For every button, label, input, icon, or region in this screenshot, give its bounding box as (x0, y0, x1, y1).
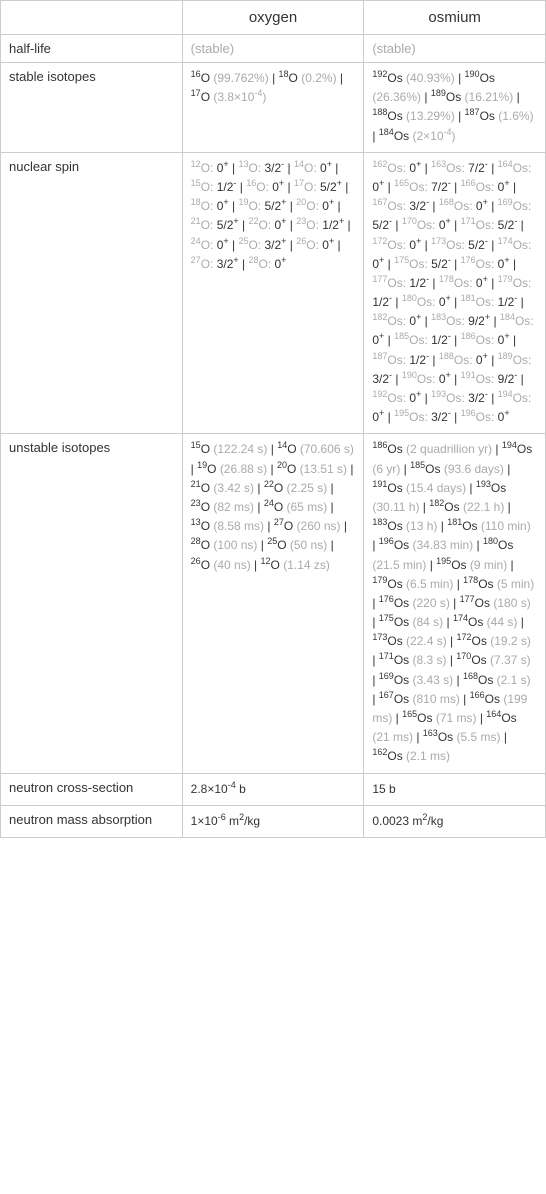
unstable-isotopes-oxygen: 15O (122.24 s) | 14O (70.606 s) | 19O (2… (182, 434, 364, 773)
nuclear-spin-osmium: 162Os: 0+ | 163Os: 7/2- | 164Os: 0+ | 16… (364, 152, 546, 434)
half-life-oxygen: (stable) (182, 35, 364, 63)
neutron-mass-absorption-oxygen: 1×10-6 m2/kg (182, 805, 364, 837)
stable-isotopes-osmium: 192Os (40.93%) | 190Os (26.36%) | 189Os … (364, 63, 546, 153)
header-oxygen: oxygen (182, 1, 364, 35)
row-nuclear-spin: nuclear spin 12O: 0+ | 13O: 3/2- | 14O: … (1, 152, 546, 434)
label-neutron-mass-absorption: neutron mass absorption (1, 805, 183, 837)
label-half-life: half-life (1, 35, 183, 63)
label-nuclear-spin: nuclear spin (1, 152, 183, 434)
stable-isotopes-oxygen: 16O (99.762%) | 18O (0.2%) | 17O (3.8×10… (182, 63, 364, 153)
header-empty-cell (1, 1, 183, 35)
row-stable-isotopes: stable isotopes 16O (99.762%) | 18O (0.2… (1, 63, 546, 153)
header-osmium: osmium (364, 1, 546, 35)
row-half-life: half-life (stable) (stable) (1, 35, 546, 63)
header-row: oxygen osmium (1, 1, 546, 35)
neutron-cross-section-oxygen: 2.8×10-4 b (182, 773, 364, 805)
neutron-mass-absorption-osmium: 0.0023 m2/kg (364, 805, 546, 837)
label-stable-isotopes: stable isotopes (1, 63, 183, 153)
half-life-osmium: (stable) (364, 35, 546, 63)
neutron-cross-section-osmium: 15 b (364, 773, 546, 805)
row-neutron-cross-section: neutron cross-section 2.8×10-4 b 15 b (1, 773, 546, 805)
label-unstable-isotopes: unstable isotopes (1, 434, 183, 773)
row-unstable-isotopes: unstable isotopes 15O (122.24 s) | 14O (… (1, 434, 546, 773)
unstable-isotopes-osmium: 186Os (2 quadrillion yr) | 194Os (6 yr) … (364, 434, 546, 773)
label-neutron-cross-section: neutron cross-section (1, 773, 183, 805)
element-comparison-table: oxygen osmium half-life (stable) (stable… (0, 0, 546, 838)
nuclear-spin-oxygen: 12O: 0+ | 13O: 3/2- | 14O: 0+ | 15O: 1/2… (182, 152, 364, 434)
row-neutron-mass-absorption: neutron mass absorption 1×10-6 m2/kg 0.0… (1, 805, 546, 837)
